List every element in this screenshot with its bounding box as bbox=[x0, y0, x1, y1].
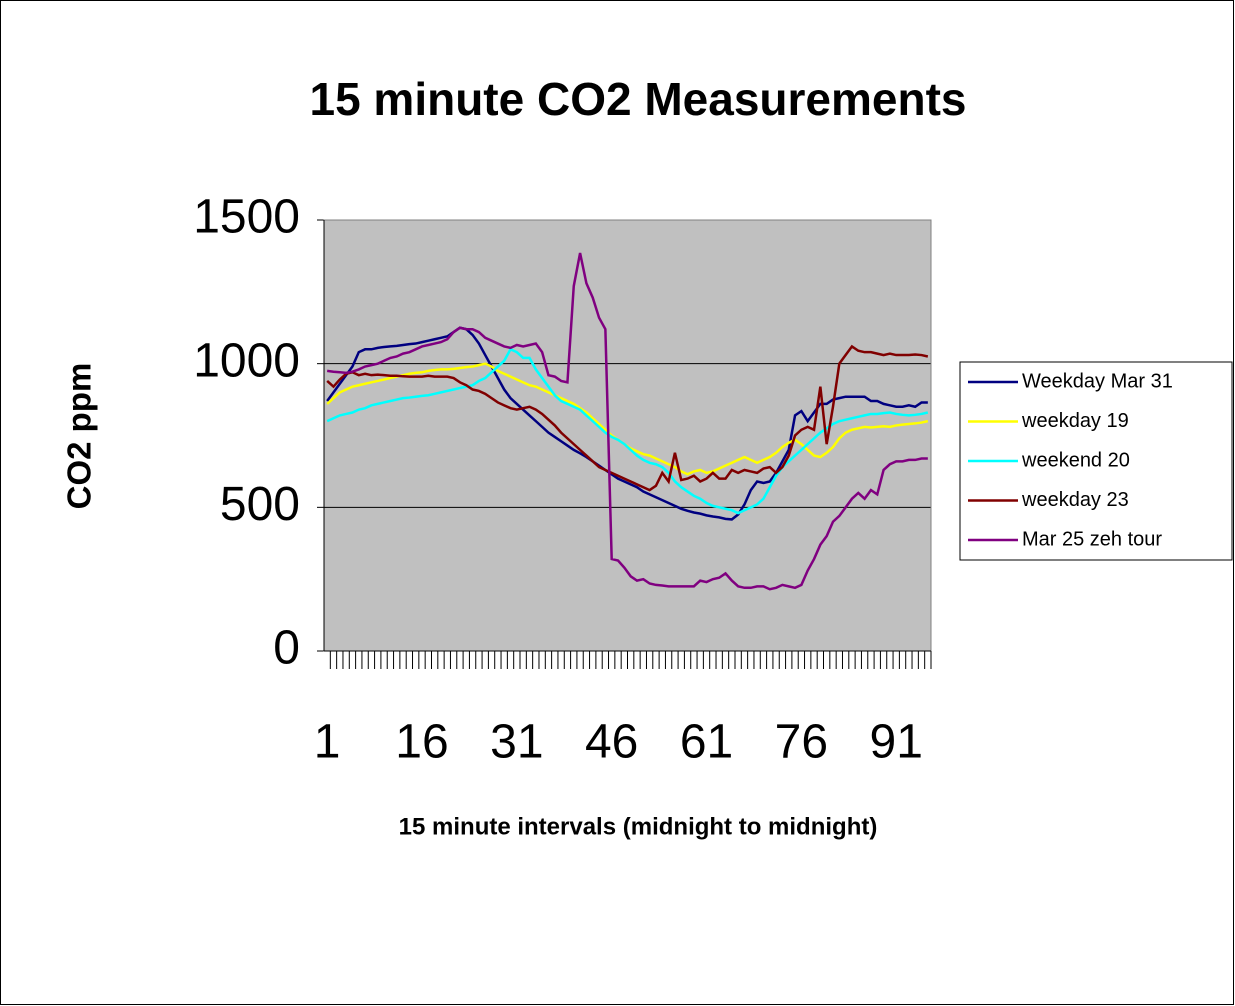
series-line bbox=[326, 347, 929, 515]
y-tick-label: 1500 bbox=[193, 191, 300, 244]
legend-label: weekday 23 bbox=[1021, 489, 1129, 511]
chart-title: 15 minute CO2 Measurements bbox=[309, 73, 966, 125]
series-line bbox=[326, 344, 929, 492]
y-axis-title: CO2 ppm bbox=[61, 363, 98, 510]
series-line bbox=[326, 252, 928, 591]
series-line bbox=[326, 326, 928, 521]
x-tick-label: 46 bbox=[585, 716, 638, 769]
legend-label: Mar 25 zeh tour bbox=[1022, 528, 1162, 550]
x-tick-label: 61 bbox=[680, 716, 733, 769]
x-axis-title: 15 minute intervals (midnight to midnigh… bbox=[399, 813, 878, 840]
y-tick-label: 1000 bbox=[193, 334, 300, 387]
x-tick-label: 91 bbox=[870, 716, 923, 769]
legend-label: Weekday Mar 31 bbox=[1022, 370, 1173, 392]
y-tick-label: 500 bbox=[220, 478, 300, 531]
x-tick-label: 76 bbox=[775, 716, 828, 769]
legend-label: weekend 20 bbox=[1021, 449, 1130, 471]
plot-area bbox=[324, 220, 931, 651]
x-tick-label: 16 bbox=[395, 716, 448, 769]
x-tick-label: 1 bbox=[314, 716, 341, 769]
x-tick-label: 31 bbox=[490, 716, 543, 769]
legend-label: weekday 19 bbox=[1021, 410, 1129, 432]
y-tick-label: 0 bbox=[273, 622, 300, 675]
